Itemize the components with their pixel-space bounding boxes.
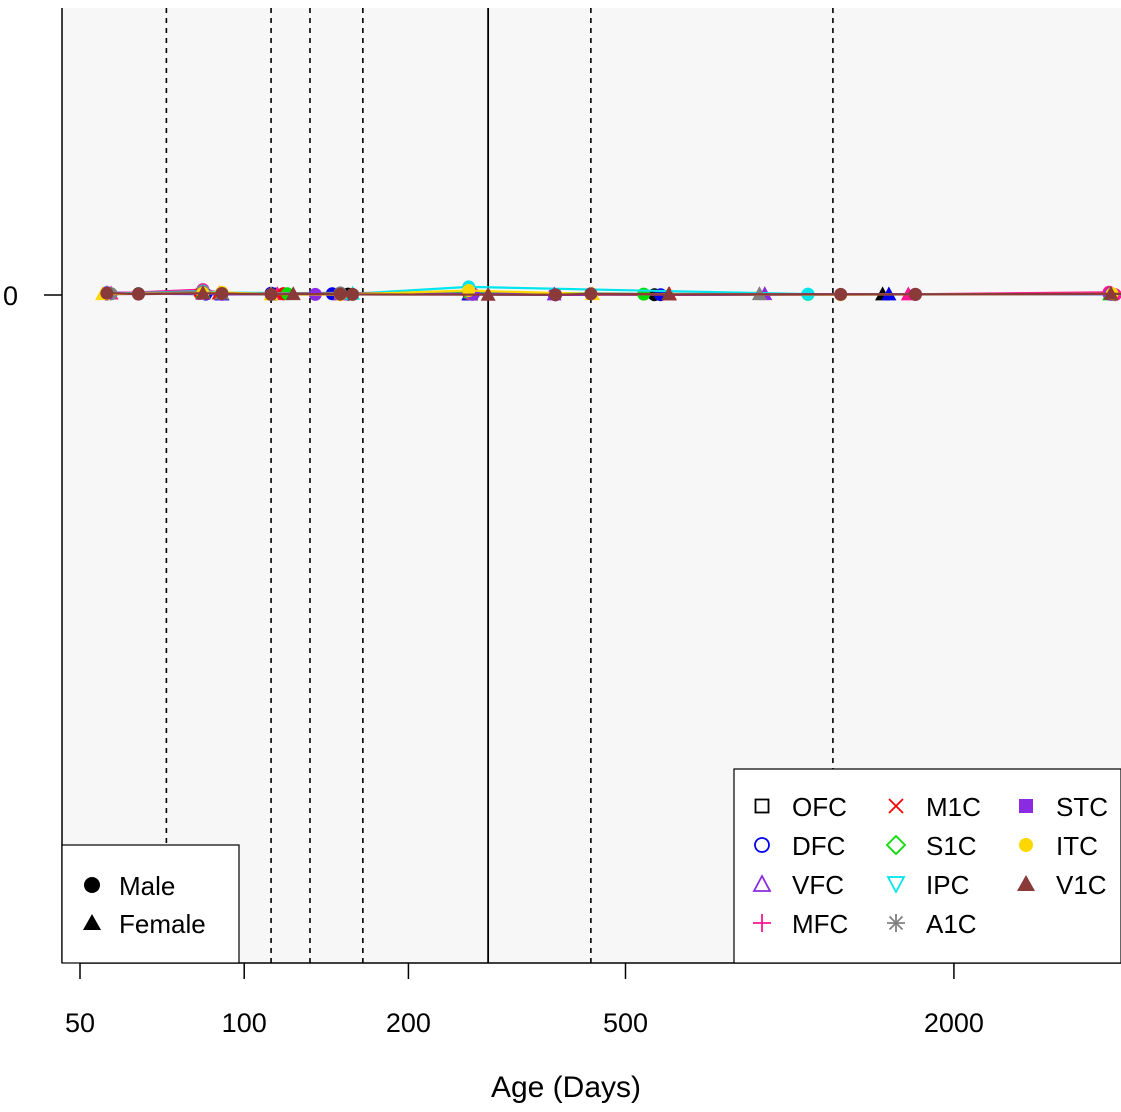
legend-marker — [886, 876, 906, 894]
series-layer — [95, 280, 1121, 302]
region-legend-label: DFC — [792, 831, 845, 861]
female-marker — [83, 914, 101, 930]
x-ticks: 50100200500200010000 — [65, 963, 984, 1038]
reference-lines — [165, 8, 834, 963]
data-point — [346, 287, 360, 301]
region-legend-item-itc: ITC — [1019, 831, 1098, 861]
y-ticks: 0 — [3, 281, 62, 311]
x-tick-label: 100 — [222, 1008, 267, 1038]
legend-marker — [754, 837, 770, 853]
data-point — [215, 287, 229, 300]
data-point — [195, 285, 211, 300]
region-legend-item-ofc: OFC — [754, 792, 847, 822]
x-axis-title: Age (Days) — [491, 1071, 641, 1104]
data-point — [100, 286, 114, 300]
region-legend-item-s1c: S1C — [885, 831, 977, 861]
data-point — [584, 287, 598, 301]
data-point — [264, 287, 278, 301]
region-legend-item-mfc: MFC — [753, 909, 848, 939]
data-point — [548, 288, 562, 302]
region-legend-label: M1C — [926, 792, 981, 822]
sex-legend-label: Female — [119, 909, 206, 939]
legend-marker — [888, 798, 904, 814]
region-legend-label: MFC — [792, 909, 848, 939]
male-marker — [84, 877, 100, 893]
legend-marker — [754, 798, 770, 814]
sex-legend-label: Male — [119, 871, 175, 901]
y-tick-label: 0 — [3, 281, 18, 311]
data-point — [480, 286, 496, 301]
series-line — [106, 292, 1121, 296]
region-legend-item-a1c: A1C — [887, 909, 977, 939]
legend-marker — [885, 834, 907, 856]
region-legend-box — [733, 768, 1121, 964]
data-point — [834, 287, 848, 301]
region-legend-label: IPC — [926, 870, 969, 900]
region-legend-label: V1C — [1056, 870, 1107, 900]
data-point — [751, 286, 767, 301]
data-point — [908, 287, 922, 301]
region-legend-label: VFC — [792, 870, 844, 900]
region-legend-item-dfc: DFC — [754, 831, 845, 861]
series-v1c — [100, 285, 1121, 302]
legend-marker — [1017, 875, 1035, 891]
sex-legend-box — [61, 844, 240, 964]
data-point — [285, 286, 301, 301]
data-point — [661, 286, 677, 301]
x-tick-label: 50 — [65, 1008, 95, 1038]
legend-marker — [752, 874, 772, 892]
region-legend-label: ITC — [1056, 831, 1098, 861]
legend-marker — [1019, 799, 1033, 813]
sex-legend: Male Female — [61, 844, 240, 964]
legend-marker — [1019, 838, 1033, 852]
x-tick-label: 2000 — [924, 1008, 984, 1038]
region-legend-item-vfc: VFC — [752, 870, 844, 900]
region-legend-item-v1c: V1C — [1017, 870, 1107, 900]
region-legend: OFC DFC VFC MFC M1C S1C IPC A1C STC ITC V1C — [733, 768, 1121, 964]
region-legend-label: S1C — [926, 831, 977, 861]
region-legend-item-stc: STC — [1019, 792, 1108, 822]
region-legend-item-m1c: M1C — [888, 792, 981, 822]
region-legend-item-ipc: IPC — [886, 870, 969, 900]
legend-marker — [888, 915, 904, 931]
data-point — [131, 287, 145, 301]
data-point — [1103, 285, 1119, 300]
x-tick-label: 500 — [603, 1008, 648, 1038]
region-legend-label: OFC — [792, 792, 847, 822]
x-tick-label: 200 — [386, 1008, 431, 1038]
region-legend-label: STC — [1056, 792, 1108, 822]
region-legend-label: A1C — [926, 909, 977, 939]
data-point — [333, 287, 347, 301]
